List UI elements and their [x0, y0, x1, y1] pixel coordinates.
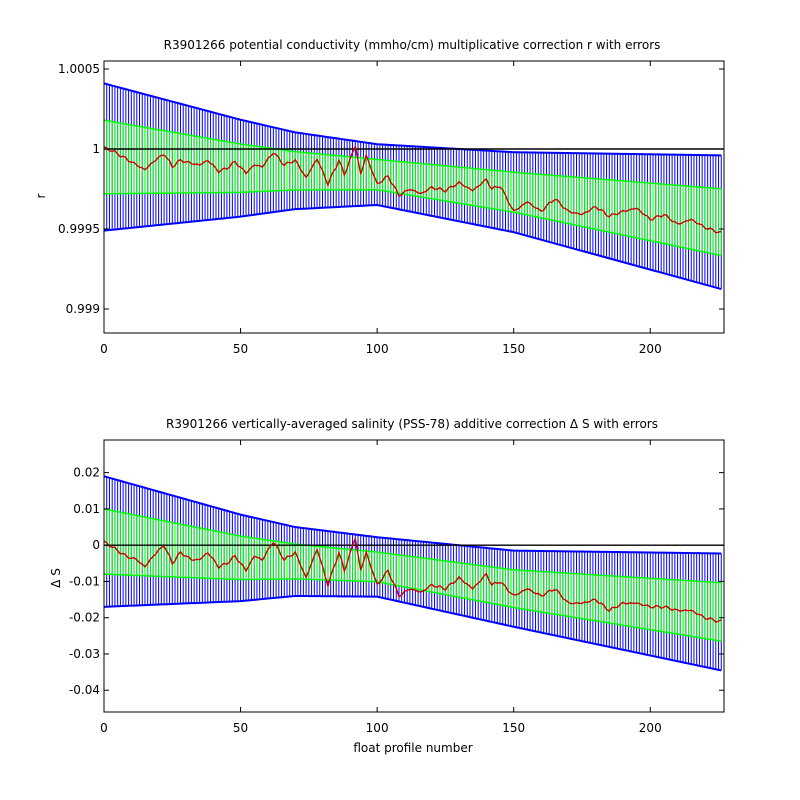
- chart-r-correction: R3901266 potential conductivity (mmho/cm…: [34, 38, 725, 356]
- y-axis-label: r: [34, 193, 48, 198]
- plot-frame: [103, 439, 725, 713]
- x-tick-label: 0: [100, 721, 108, 735]
- inner-error-bars: [103, 119, 722, 257]
- y-tick-label: 0.999: [66, 302, 100, 316]
- x-axis-label: float profile number: [353, 741, 472, 755]
- y-tick-label: 0.01: [73, 502, 100, 516]
- y-tick-label: 1.0005: [58, 62, 100, 76]
- y-tick-label: 0: [92, 538, 100, 552]
- outer-error-envelope-bottom: [103, 594, 722, 672]
- x-tick-label: 0: [100, 342, 108, 356]
- axis-ticks: 0 50 100 150 200 -0.04 -0.03 -0.02 -0.01 0 0.01 0.0…: [69, 440, 724, 735]
- y-tick-label: -0.04: [69, 683, 100, 697]
- x-tick-label: 100: [366, 721, 389, 735]
- axis-ticks: 0 50 100 150 200 0.999 0.9995 1 1.0005: [58, 61, 724, 356]
- correction-line: [103, 144, 722, 234]
- y-tick-label: 1: [92, 142, 100, 156]
- x-tick-label: 50: [233, 342, 248, 356]
- x-tick-label: 200: [639, 721, 662, 735]
- correction-line: [103, 536, 722, 624]
- y-axis-label: Δ S: [49, 568, 63, 588]
- x-tick-label: 50: [233, 721, 248, 735]
- y-tick-label: 0.02: [73, 466, 100, 480]
- inner-error-envelope-bottom: [103, 573, 722, 642]
- inner-error-envelope-top: [103, 119, 722, 190]
- x-tick-label: 100: [366, 342, 389, 356]
- chart-title: R3901266 potential conductivity (mmho/cm…: [164, 38, 661, 52]
- outer-error-envelope-bottom: [103, 203, 722, 291]
- inner-error-envelope-top: [103, 508, 722, 584]
- x-tick-label: 150: [502, 342, 525, 356]
- y-tick-label: -0.01: [69, 574, 100, 588]
- chart-salinity-correction: R3901266 vertically-averaged salinity (P…: [49, 417, 725, 755]
- x-tick-label: 150: [502, 721, 525, 735]
- y-tick-label: -0.03: [69, 647, 100, 661]
- x-tick-label: 200: [639, 342, 662, 356]
- y-tick-label: 0.9995: [58, 222, 100, 236]
- inner-error-envelope-bottom: [103, 189, 722, 257]
- y-tick-label: -0.02: [69, 611, 100, 625]
- outer-error-envelope-top: [103, 475, 722, 555]
- outer-error-envelope-top: [103, 82, 722, 157]
- chart-title: R3901266 vertically-averaged salinity (P…: [166, 417, 658, 431]
- plot-frame: [103, 60, 725, 334]
